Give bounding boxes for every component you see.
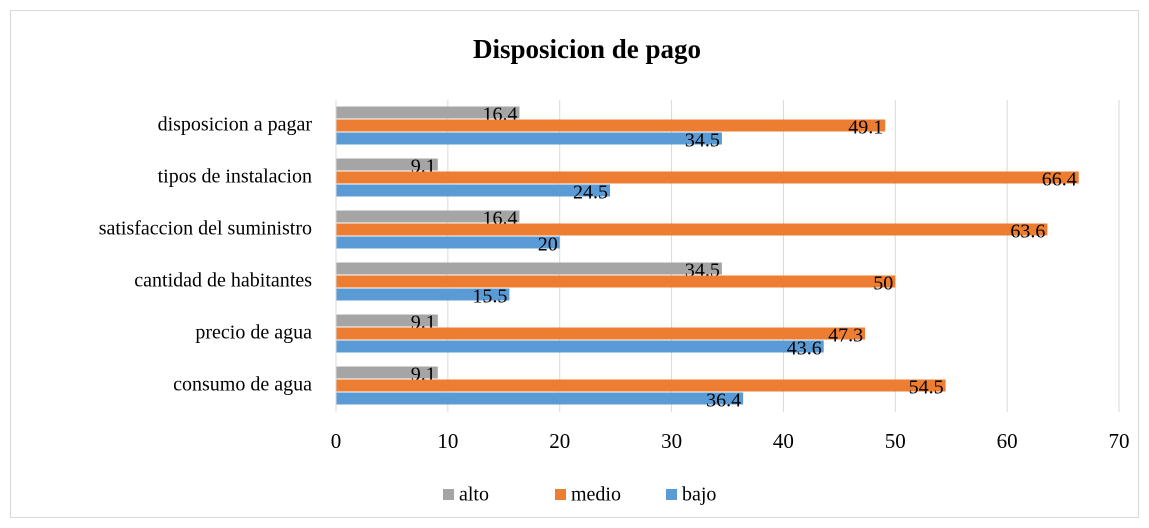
data-label: 43.6	[787, 338, 822, 360]
y-tick-label: precio de agua	[195, 322, 312, 344]
x-tick-label: 40	[773, 429, 794, 453]
legend-swatch	[443, 489, 454, 500]
legend-label: medio	[571, 484, 621, 506]
data-label: 36.4	[706, 390, 741, 412]
data-label: 47.3	[828, 325, 863, 347]
y-tick-label: satisfaccion del suministro	[99, 218, 312, 240]
chart-title: Disposicion de pago	[473, 34, 701, 64]
bar	[336, 275, 896, 288]
bar	[336, 340, 824, 353]
bar	[336, 223, 1048, 236]
y-tick-label: disposicion a pagar	[158, 114, 313, 136]
bar	[336, 288, 510, 301]
data-label: 49.1	[848, 117, 883, 139]
x-tick-label: 10	[437, 429, 458, 453]
bar	[336, 327, 866, 340]
data-label: 63.6	[1010, 221, 1045, 243]
bar	[336, 379, 946, 392]
x-tick-label: 70	[1109, 429, 1130, 453]
data-label: 15.5	[472, 286, 507, 308]
bar	[336, 392, 744, 405]
x-tick-label: 50	[885, 429, 906, 453]
bar	[336, 210, 520, 223]
legend-label: alto	[459, 484, 489, 506]
bar	[336, 106, 520, 119]
bar	[336, 314, 438, 327]
legend-label: bajo	[682, 484, 716, 506]
y-tick-label: tipos de instalacion	[158, 166, 312, 188]
bar	[336, 184, 611, 197]
x-tick-label: 0	[331, 429, 342, 453]
bar	[336, 158, 438, 171]
y-tick-label: cantidad de habitantes	[134, 270, 312, 292]
bar	[336, 236, 560, 249]
bar	[336, 132, 722, 145]
x-tick-label: 60	[997, 429, 1018, 453]
data-label: 66.4	[1042, 169, 1077, 191]
legend-swatch	[555, 489, 566, 500]
x-tick-label: 30	[661, 429, 682, 453]
legend-swatch	[666, 489, 677, 500]
data-label: 20	[538, 234, 558, 256]
x-tick-label: 20	[549, 429, 570, 453]
data-label: 24.5	[573, 182, 608, 204]
bar	[336, 262, 722, 275]
bar	[336, 366, 438, 379]
y-tick-label: consumo de agua	[173, 374, 312, 396]
bar	[336, 171, 1079, 184]
bar	[336, 119, 886, 132]
data-label: 54.5	[909, 377, 944, 399]
data-label: 34.5	[685, 130, 720, 152]
data-label: 50	[873, 273, 893, 295]
